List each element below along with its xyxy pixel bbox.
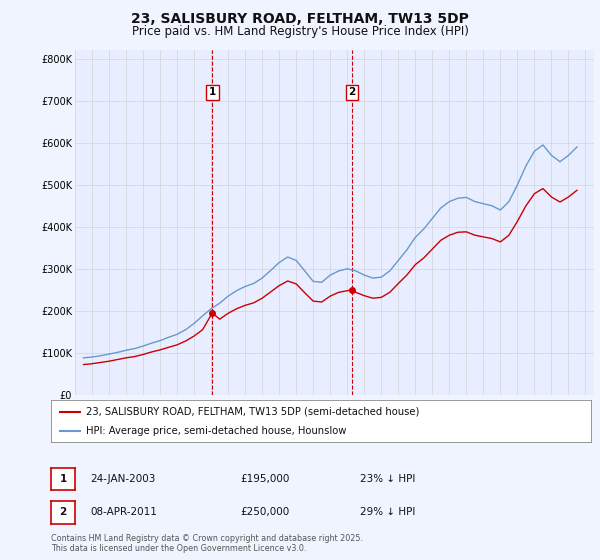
Text: Price paid vs. HM Land Registry's House Price Index (HPI): Price paid vs. HM Land Registry's House …	[131, 25, 469, 38]
Text: £250,000: £250,000	[240, 507, 289, 517]
Text: 1: 1	[59, 474, 67, 484]
Text: 24-JAN-2003: 24-JAN-2003	[90, 474, 155, 484]
Text: 2: 2	[59, 507, 67, 517]
Text: Contains HM Land Registry data © Crown copyright and database right 2025.
This d: Contains HM Land Registry data © Crown c…	[51, 534, 363, 553]
Text: £195,000: £195,000	[240, 474, 289, 484]
Text: 2: 2	[348, 87, 355, 97]
Text: 23, SALISBURY ROAD, FELTHAM, TW13 5DP: 23, SALISBURY ROAD, FELTHAM, TW13 5DP	[131, 12, 469, 26]
Text: 23% ↓ HPI: 23% ↓ HPI	[360, 474, 415, 484]
Text: HPI: Average price, semi-detached house, Hounslow: HPI: Average price, semi-detached house,…	[86, 426, 346, 436]
Text: 1: 1	[209, 87, 216, 97]
Text: 23, SALISBURY ROAD, FELTHAM, TW13 5DP (semi-detached house): 23, SALISBURY ROAD, FELTHAM, TW13 5DP (s…	[86, 407, 419, 417]
Text: 29% ↓ HPI: 29% ↓ HPI	[360, 507, 415, 517]
Text: 08-APR-2011: 08-APR-2011	[90, 507, 157, 517]
